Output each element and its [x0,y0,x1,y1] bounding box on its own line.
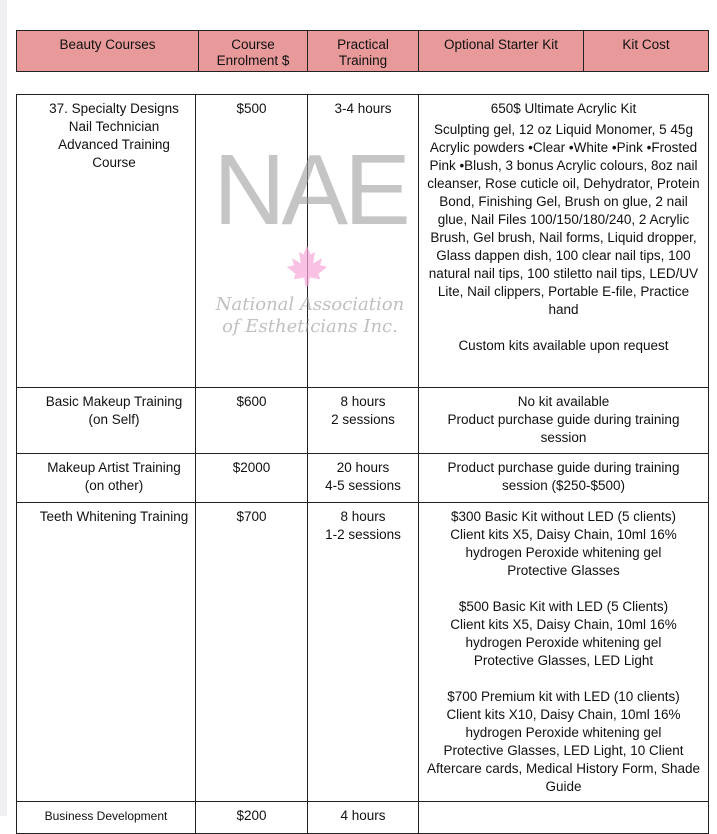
spacer [423,670,704,688]
kit-line: Product purchase guide during training s… [447,460,680,493]
enrolment-fee: $600 [195,387,308,454]
enrolment-fee: $700 [195,502,308,802]
courses-table: 37. Specialty Designs Nail Technician Ad… [16,94,709,834]
enrolment-fee: $200 [195,801,308,834]
header-table: Beauty Courses Course Enrolment $ Practi… [16,30,709,72]
header-kit-cost: Kit Cost [583,30,709,72]
course-name: 37. Specialty Designs Nail Technician Ad… [16,94,196,388]
spacer [423,319,704,337]
starter-kit [418,801,709,834]
starter-kit: 650$ Ultimate Acrylic Kit Sculpting gel, … [418,94,709,388]
kit-line: Custom kits available upon request [458,338,669,353]
kit-line: Protective Glasses, LED Light [473,653,654,668]
course-name: Business Development [16,801,196,834]
table-row: Makeup Artist Training (on other) $2000 20… [16,453,709,503]
kit-line: $300 Basic Kit without LED (5 clients) [450,509,677,524]
kit-line: Protective Glasses [507,563,620,578]
practical-training: 4 hours [307,801,419,834]
kit-line: $500 Basic Kit with LED (5 Clients) [458,599,669,614]
kit-line: Client kits X5, Daisy Chain, 10ml 16% hy… [450,527,677,560]
table-row: Business Development $200 4 hours [16,801,709,834]
kit-line: No kit available [517,394,610,409]
table-row: Basic Makeup Training (on Self) $600 8 hou… [16,387,709,454]
starter-kit: No kit available Product purchase guide d… [418,387,709,454]
kit-line: 650$ Ultimate Acrylic Kit [490,101,637,116]
header-beauty-courses: Beauty Courses [16,30,199,72]
table-row: Teeth Whitening Training $700 8 hours 1-2 … [16,502,709,802]
table-row: 37. Specialty Designs Nail Technician Ad… [16,94,709,388]
header-optional-starter-kit: Optional Starter Kit [418,30,584,72]
starter-kit: Product purchase guide during training s… [418,453,709,503]
kit-line: Sculpting gel, 12 oz Liquid Monomer, 5 4… [427,122,700,317]
kit-line: Product purchase guide during training s… [447,412,680,445]
kit-line: Protective Glasses, LED Light, 10 Client… [426,743,701,794]
enrolment-fee: $500 [195,94,308,388]
page-edge [0,0,7,816]
enrolment-fee: $2000 [195,453,308,503]
starter-kit: $300 Basic Kit without LED (5 clients) Cl… [418,502,709,802]
course-name: Makeup Artist Training (on other) [16,453,196,503]
practical-training: 8 hours 1-2 sessions [307,502,419,802]
header-practical-training: Practical Training [307,30,419,72]
kit-line: $700 Premium kit with LED (10 clients) [447,689,680,704]
kit-line: Client kits X5, Daisy Chain, 10ml 16% hy… [450,617,677,650]
course-name: Basic Makeup Training (on Self) [16,387,196,454]
practical-training: 8 hours 2 sessions [307,387,419,454]
practical-training: 3-4 hours [307,94,419,388]
header-course-enrolment: Course Enrolment $ [198,30,308,72]
kit-line: Client kits X10, Daisy Chain, 10ml 16% h… [446,707,681,740]
course-name: Teeth Whitening Training [16,502,196,802]
practical-training: 20 hours 4-5 sessions [307,453,419,503]
spacer [423,580,704,598]
